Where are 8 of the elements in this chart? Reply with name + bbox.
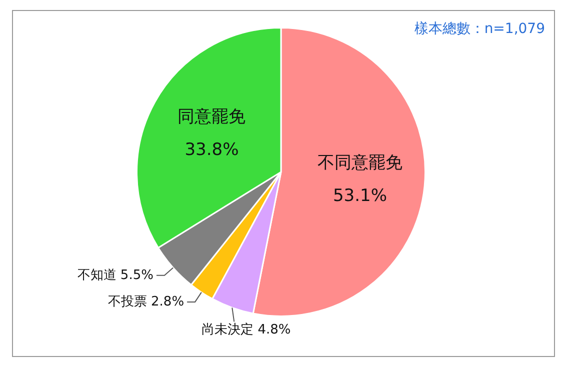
data-label: 53.1% <box>332 186 387 206</box>
slice-label: 不同意罷免 <box>317 153 402 174</box>
slice-label: 不投票 2.8% <box>108 294 184 310</box>
slice-label: 尚未決定 4.8% <box>202 322 291 338</box>
slice-label: 同意罷免 <box>178 106 246 127</box>
slice-label: 不知道 5.5% <box>77 268 154 283</box>
data-label: 33.8% <box>184 140 239 160</box>
text: 樣本總數：n=1,079 <box>414 20 545 38</box>
